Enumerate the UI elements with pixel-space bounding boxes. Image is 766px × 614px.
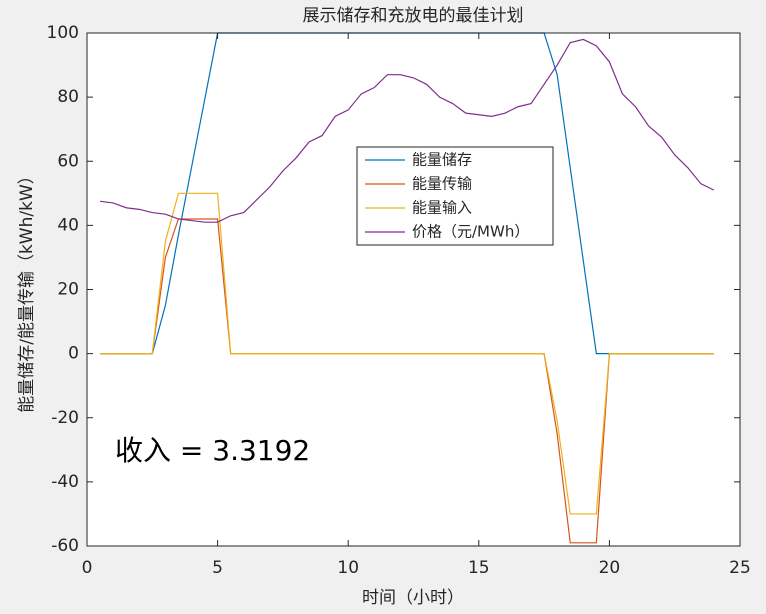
y-tick-label: 100 [47, 23, 79, 43]
x-axis-label: 时间（小时） [362, 588, 464, 608]
x-tick-label: 20 [599, 558, 621, 578]
legend [356, 146, 554, 246]
y-tick-label: 20 [57, 280, 79, 300]
annotation: 收入 = 3.3192 [115, 434, 310, 467]
series-line [99, 38, 715, 223]
y-tick-label: -40 [51, 472, 79, 492]
y-tick-label: 0 [68, 344, 79, 364]
legend-label: 价格（元/MWh） [412, 223, 529, 241]
series-line [100, 192, 714, 515]
legend-label: 能量输入 [412, 199, 472, 217]
y-tick-label: 80 [57, 87, 79, 107]
chart-title: 展示储存和充放电的最佳计划 [303, 6, 524, 26]
legend-label: 能量传输 [412, 175, 472, 193]
y-tick-label: 60 [57, 151, 79, 171]
y-tick-label: -20 [51, 408, 79, 428]
x-tick-label: 5 [212, 558, 223, 578]
y-axis-label: 能量储存/能量传输（kWh/kW） [17, 167, 37, 413]
axes-box [86, 32, 741, 547]
legend-label: 能量储存 [412, 151, 472, 169]
y-tick-label: 40 [57, 215, 79, 235]
plot-area [87, 33, 740, 546]
x-tick-label: 10 [337, 558, 359, 578]
x-tick-label: 0 [82, 558, 93, 578]
x-tick-label: 25 [729, 558, 751, 578]
y-tick-label: -60 [51, 536, 79, 556]
x-tick-label: 15 [468, 558, 490, 578]
